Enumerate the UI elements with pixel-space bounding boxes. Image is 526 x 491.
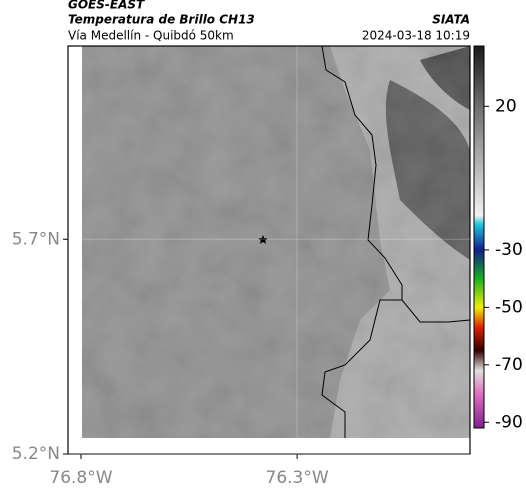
- colorbar-tick-label: -90: [495, 412, 523, 432]
- x-tick-label: 76.3°W: [266, 468, 329, 488]
- colorbar-tick-label: 20: [495, 96, 517, 116]
- satellite-image: [82, 46, 470, 438]
- colorbar-tick-label: -30: [495, 240, 523, 260]
- subtitle: Vía Medellín - Quibdó 50km: [68, 29, 234, 43]
- colorbar: [473, 45, 485, 429]
- colorbar-tick-label: -70: [495, 355, 523, 375]
- colorbar-tick-label: -50: [495, 297, 523, 317]
- y-tick-label: 5.7°N: [12, 229, 60, 249]
- location-marker: [258, 235, 268, 244]
- datetime: 2024-03-18 10:19: [362, 29, 470, 43]
- y-tick-label: 5.2°N: [12, 444, 60, 464]
- title: Temperatura de Brillo CH13: [68, 13, 255, 27]
- map-frame: [67, 45, 471, 455]
- x-tick-label: 76.8°W: [49, 468, 112, 488]
- source: GOES-EAST: [68, 0, 145, 12]
- org: SIATA: [432, 13, 470, 27]
